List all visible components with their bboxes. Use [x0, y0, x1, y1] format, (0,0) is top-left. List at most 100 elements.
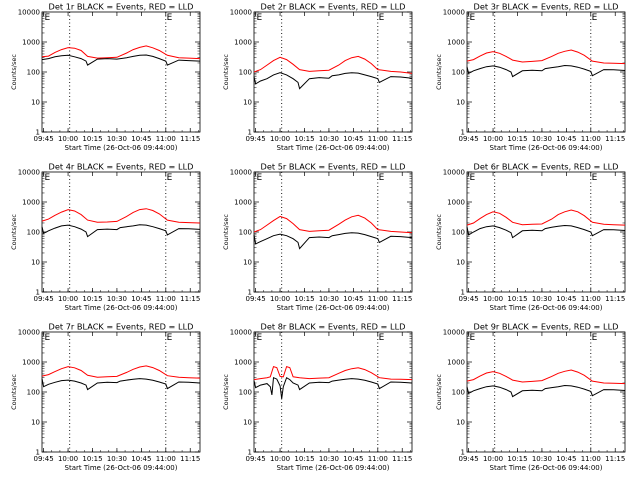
x-tick-label: 09:45 [246, 455, 266, 463]
y-tick-label: 10 [456, 419, 465, 427]
series-lld-line [253, 55, 413, 74]
x-axis-label: Start Time (26-Oct-06 09:44:00) [65, 464, 178, 472]
y-axis-label: Counts/sec [435, 54, 443, 90]
series-events-line [41, 378, 201, 391]
series-events-line [253, 72, 413, 90]
x-tick-label: 10:45 [131, 455, 151, 463]
y-tick-label: 10 [243, 419, 252, 427]
x-axis-label: Start Time (26-Oct-06 09:44:00) [65, 304, 178, 312]
x-tick-label: 10:45 [343, 135, 363, 143]
x-tick-label: 10:00 [58, 455, 78, 463]
y-tick-label: 1 [36, 449, 40, 457]
x-axis-label: Start Time (26-Oct-06 09:44:00) [490, 144, 603, 152]
x-tick-label: 11:15 [392, 455, 412, 463]
flag-label: E [44, 173, 50, 183]
x-tick-label: 11:00 [368, 455, 388, 463]
flag-label: E [379, 333, 385, 343]
x-tick-label: 10:00 [270, 455, 290, 463]
x-tick-label: 10:45 [343, 455, 363, 463]
x-tick-label: 10:15 [507, 455, 527, 463]
x-tick-label: 11:15 [605, 135, 625, 143]
y-tick-label: 10000 [18, 169, 40, 177]
flag-label: E [44, 13, 50, 23]
panel-title: Det 2r BLACK = Events, RED = LLD [261, 2, 406, 12]
x-axis-label: Start Time (26-Oct-06 09:44:00) [490, 304, 603, 312]
x-tick-label: 10:30 [319, 455, 339, 463]
flag-label: E [592, 173, 598, 183]
y-axis-label: Counts/sec [435, 374, 443, 410]
y-tick-label: 1 [248, 129, 252, 137]
x-tick-label: 09:45 [34, 135, 54, 143]
flag-label: E [469, 173, 475, 183]
x-tick-label: 10:15 [82, 295, 102, 303]
series-lld-line [41, 365, 201, 379]
y-axis-label: Counts/sec [222, 214, 230, 250]
flag-label: E [379, 173, 385, 183]
x-tick-label: 10:00 [483, 135, 503, 143]
y-tick-label: 100 [452, 389, 465, 397]
y-tick-label: 1 [36, 289, 40, 297]
y-axis-label: Counts/sec [10, 54, 18, 90]
x-tick-label: 10:30 [107, 135, 127, 143]
y-tick-label: 10000 [230, 169, 252, 177]
y-tick-label: 100 [239, 389, 252, 397]
x-tick-label: 10:30 [319, 135, 339, 143]
x-tick-label: 10:00 [58, 295, 78, 303]
y-tick-label: 10 [456, 259, 465, 267]
series-events-line [466, 64, 626, 78]
flag-label: E [256, 333, 262, 343]
x-tick-label: 10:00 [483, 295, 503, 303]
flag-label: E [592, 333, 598, 343]
x-axis-label: Start Time (26-Oct-06 09:44:00) [490, 464, 603, 472]
series-lld-line [41, 45, 201, 60]
panel-title: Det 4r BLACK = Events, RED = LLD [49, 162, 194, 172]
series-events-line [41, 224, 201, 238]
x-tick-label: 10:30 [107, 455, 127, 463]
y-tick-label: 1000 [234, 199, 252, 207]
flag-label: E [592, 13, 598, 23]
x-tick-label: 10:30 [532, 135, 552, 143]
x-axis-label: Start Time (26-Oct-06 09:44:00) [65, 144, 178, 152]
x-tick-label: 10:45 [556, 295, 576, 303]
x-tick-label: 10:45 [131, 135, 151, 143]
y-tick-label: 10 [31, 259, 40, 267]
y-tick-label: 1000 [447, 359, 465, 367]
x-tick-label: 10:45 [131, 295, 151, 303]
y-tick-label: 1000 [22, 359, 40, 367]
x-tick-label: 10:45 [556, 135, 576, 143]
y-axis-label: Counts/sec [222, 54, 230, 90]
x-tick-label: 11:15 [392, 295, 412, 303]
flag-label: E [469, 333, 475, 343]
y-axis-label: Counts/sec [10, 214, 18, 250]
y-tick-label: 1000 [22, 199, 40, 207]
x-tick-label: 10:00 [58, 135, 78, 143]
flag-label: E [469, 13, 475, 23]
x-tick-label: 10:15 [294, 135, 314, 143]
x-tick-label: 09:45 [246, 135, 266, 143]
y-tick-label: 1 [461, 289, 465, 297]
y-tick-label: 1000 [22, 39, 40, 47]
y-tick-label: 1000 [447, 199, 465, 207]
y-axis-label: Counts/sec [222, 374, 230, 410]
series-events-line [466, 384, 626, 398]
x-tick-label: 10:30 [107, 295, 127, 303]
y-tick-label: 10000 [18, 329, 40, 337]
y-tick-label: 1 [36, 129, 40, 137]
y-tick-label: 10 [31, 419, 40, 427]
x-tick-label: 11:00 [156, 455, 176, 463]
y-tick-label: 1 [461, 129, 465, 137]
y-tick-label: 1 [461, 449, 465, 457]
flag-label: E [167, 173, 173, 183]
flag-label: E [167, 333, 173, 343]
x-tick-label: 11:00 [581, 295, 601, 303]
y-tick-label: 10000 [230, 329, 252, 337]
series-lld-line [466, 49, 626, 65]
